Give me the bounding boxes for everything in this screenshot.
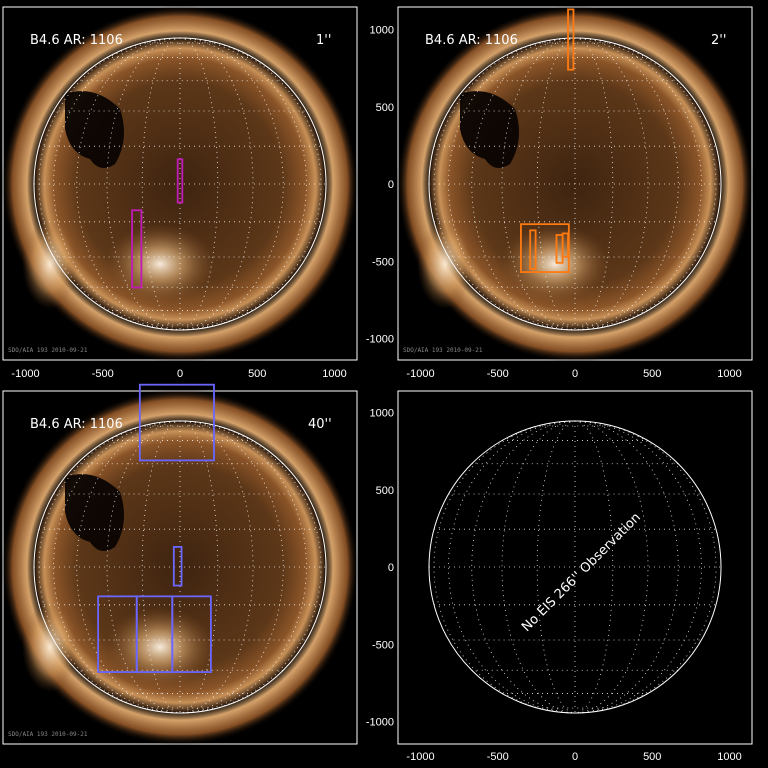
eis-field-overlays [131, 158, 184, 289]
eis-fov-box [172, 546, 183, 587]
heliographic-grid [429, 37, 721, 331]
longitude-line [433, 420, 576, 714]
heliographic-grid [34, 37, 326, 331]
longitude-line [501, 420, 576, 714]
plot-frame [397, 390, 753, 745]
y-tick-label: 500 [376, 102, 394, 114]
panel-label: B4.6 AR: 1106 [425, 33, 518, 48]
longitude-line [179, 420, 254, 714]
x-tick-label: -1000 [11, 368, 39, 380]
longitude-line [179, 420, 322, 714]
active-region-glow [500, 224, 610, 304]
limb-brightening [22, 602, 78, 692]
x-tick-label: -1000 [406, 368, 434, 380]
resolution-label: 40'' [308, 417, 332, 432]
eis-field-overlays [520, 8, 575, 273]
longitude-line [179, 37, 322, 331]
coronal-hole [460, 91, 519, 168]
coronal-hole [65, 91, 124, 168]
longitude-line [574, 37, 717, 331]
y-tick-label: 500 [376, 485, 394, 497]
x-tick-label: 1000 [717, 368, 741, 380]
longitude-line [433, 37, 576, 331]
eis-fov-box [561, 232, 569, 258]
resolution-label: 1'' [316, 33, 331, 48]
eis-field-overlays [97, 383, 215, 673]
longitude-line [38, 37, 181, 331]
limb-brightening [22, 219, 78, 309]
longitude-line [106, 420, 181, 714]
coronal-hole [65, 474, 124, 551]
heliographic-grid [428, 420, 722, 714]
resolution-label: 2'' [711, 33, 726, 48]
eis-fov-box [138, 383, 215, 462]
longitude-line [179, 37, 254, 331]
x-tick-label: 0 [572, 751, 578, 763]
eis-fov-box [176, 158, 184, 204]
y-tick-label: -1000 [366, 717, 394, 729]
x-tick-label: -500 [92, 368, 114, 380]
panel-label: B4.6 AR: 1106 [30, 417, 123, 432]
panel-top-left: B4.6 AR: 1106 1'' SDO/AIA 193 2010-09-21 [1, 5, 359, 363]
x-tick-label: -500 [487, 368, 509, 380]
panel-bottom-right: No EIS 266'' Observation [397, 390, 753, 745]
y-tick-label: -500 [372, 256, 394, 268]
x-tick-label: 500 [643, 368, 661, 380]
x-tick-label: 0 [572, 368, 578, 380]
x-tick-label: -1000 [406, 751, 434, 763]
longitude-line [38, 420, 181, 714]
x-tick-label: 1000 [717, 751, 741, 763]
x-tick-label: 500 [248, 368, 266, 380]
panel-top-right: B4.6 AR: 1106 2'' SDO/AIA 193 2010-09-21 [396, 5, 754, 363]
active-region-glow [105, 607, 215, 687]
longitude-line [501, 37, 576, 331]
y-tick-label: 1000 [370, 408, 394, 420]
footer-text: SDO/AIA 193 2010-09-21 [8, 347, 88, 354]
panel-label: B4.6 AR: 1106 [30, 33, 123, 48]
eis-fov-box [131, 209, 143, 289]
active-region-glow [105, 224, 215, 304]
y-tick-label: 1000 [370, 25, 394, 37]
eis-fov-box [567, 8, 575, 71]
x-tick-label: -500 [487, 751, 509, 763]
panel-bottom-left: B4.6 AR: 1106 40'' SDO/AIA 193 2010-09-2… [1, 383, 359, 746]
limb-brightening [417, 219, 473, 309]
eis-fov-box [171, 595, 212, 673]
longitude-line [106, 37, 181, 331]
x-tick-label: 0 [177, 368, 183, 380]
eis-fov-box [529, 229, 537, 270]
axis-tick-labels: -1000 -500 0 500 1000 -1000 -500 0 500 1000 -1000 -… [11, 25, 741, 764]
footer-text: SDO/AIA 193 2010-09-21 [8, 731, 88, 738]
heliographic-grid [34, 420, 326, 714]
x-tick-label: 1000 [322, 368, 346, 380]
y-tick-label: -1000 [366, 334, 394, 346]
longitude-line [574, 37, 649, 331]
y-tick-label: 0 [388, 179, 394, 191]
footer-text: SDO/AIA 193 2010-09-21 [403, 347, 483, 354]
longitude-line [574, 420, 649, 714]
x-tick-label: 500 [643, 751, 661, 763]
y-tick-label: 0 [388, 562, 394, 574]
y-tick-label: -500 [372, 639, 394, 651]
longitude-line [574, 420, 717, 714]
